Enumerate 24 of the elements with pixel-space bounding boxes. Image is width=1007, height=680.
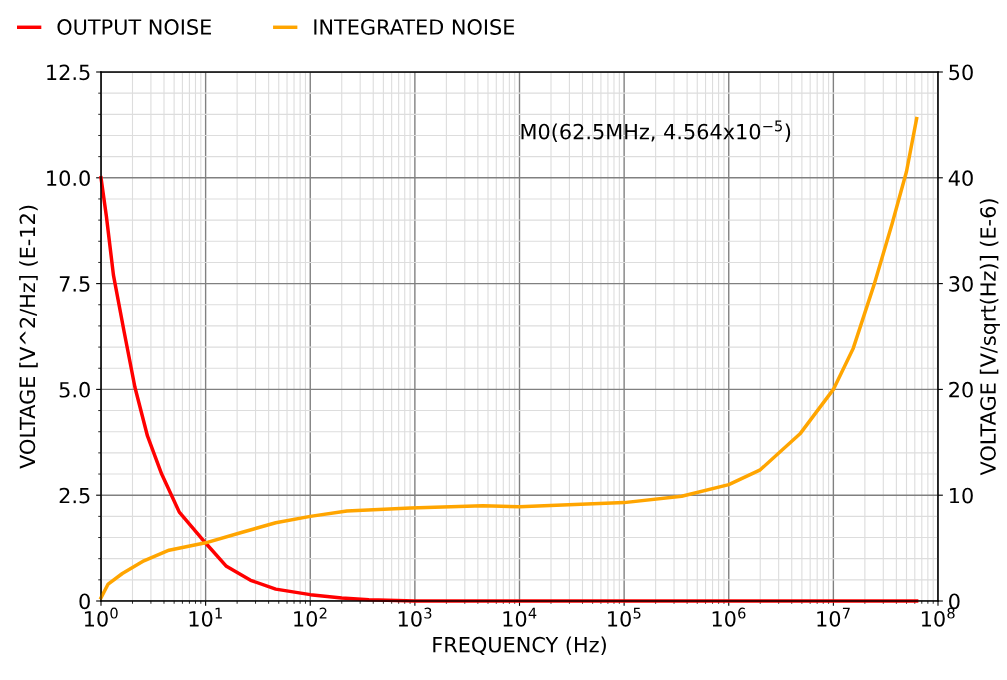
y2-tick-label: 30: [949, 276, 973, 292]
x-tick-label: 10$^{3}$: [398, 607, 432, 627]
y-axis-title: VOLTAGE [V^2/Hz] (E-12): [19, 205, 38, 469]
legend-label: OUTPUT NOISE: [57, 19, 211, 35]
x-tick-label: 10$^{2}$: [294, 607, 327, 627]
y2-axis-title: VOLTAGE [V/sqrt(Hz)] (E-6): [979, 199, 1000, 476]
annotation: M0(62.5MHz, 4.564x10$^{−5}$): [521, 120, 791, 142]
x-tick-label: 10$^{5}$: [608, 607, 641, 627]
y-tick-label: 2.5: [59, 487, 90, 504]
y2-tick-label: 20: [949, 381, 973, 398]
y-tick-label: 7.5: [59, 276, 90, 292]
y-tick-label: 10.0: [47, 170, 90, 187]
x-tick-label: 10$^{1}$: [189, 607, 222, 627]
y2-tick-label: 50: [949, 64, 973, 81]
y-tick-label: 5.0: [59, 381, 90, 398]
y-tick-label: 0: [79, 593, 90, 610]
x-tick-label: 10$^{4}$: [503, 607, 537, 627]
legend-label: INTEGRATED NOISE: [314, 19, 515, 35]
x-tick-label: 10$^{7}$: [817, 607, 850, 627]
x-axis-title: FREQUENCY (Hz): [433, 636, 606, 656]
y2-tick-label: 40: [948, 170, 973, 187]
y-tick-label: 12.5: [47, 64, 90, 81]
x-tick-label: 10$^{6}$: [712, 607, 746, 627]
y2-tick-label: 10: [950, 487, 973, 504]
